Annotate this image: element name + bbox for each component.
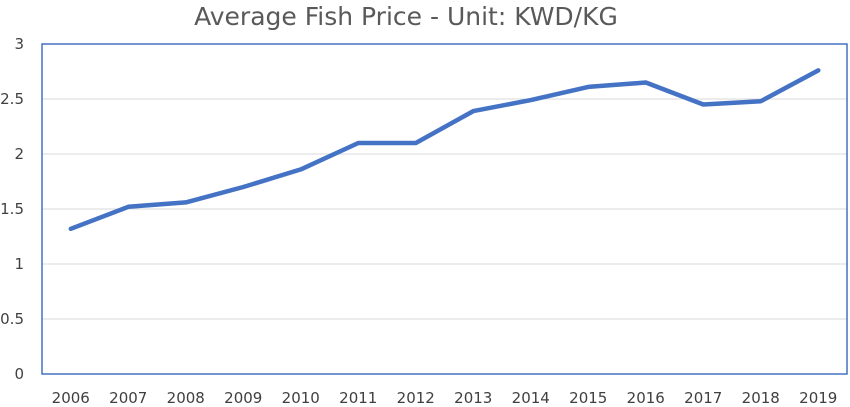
- plot-area-border: [41, 43, 848, 375]
- x-tick-label: 2018: [742, 389, 780, 407]
- x-tick-label: 2011: [339, 389, 377, 407]
- y-axis-tick-labels: 0 0.5 1 1.5 2 2.5 3: [0, 35, 24, 383]
- x-tick-label: 2017: [684, 389, 722, 407]
- x-tick-label: 2014: [512, 389, 550, 407]
- chart-title: Average Fish Price - Unit: KWD/KG: [194, 2, 618, 31]
- x-tick-label: 2012: [397, 389, 435, 407]
- x-tick-label: 2007: [109, 389, 147, 407]
- x-tick-label: 2006: [52, 389, 90, 407]
- y-tick-label: 1: [14, 255, 24, 273]
- x-tick-label: 2019: [799, 389, 837, 407]
- y-tick-label: 2: [14, 145, 24, 163]
- y-tick-label: 3: [14, 35, 24, 53]
- y-tick-label: 2.5: [0, 90, 24, 108]
- y-tick-label: 0: [14, 365, 24, 383]
- y-tick-label: 1.5: [0, 200, 24, 218]
- x-tick-label: 2016: [627, 389, 665, 407]
- series-line-0: [68, 68, 821, 232]
- x-tick-label: 2009: [224, 389, 262, 407]
- x-tick-label: 2008: [167, 389, 205, 407]
- series-layer: [68, 68, 821, 232]
- x-tick-label: 2015: [569, 389, 607, 407]
- x-tick-label: 2010: [282, 389, 320, 407]
- y-tick-label: 0.5: [0, 310, 24, 328]
- x-tick-label: 2013: [454, 389, 492, 407]
- grid-lines: [42, 43, 847, 375]
- x-axis-tick-labels: 2006 2007 2008 2009 2010 2011 2012 2013 2014 2015…: [52, 389, 838, 407]
